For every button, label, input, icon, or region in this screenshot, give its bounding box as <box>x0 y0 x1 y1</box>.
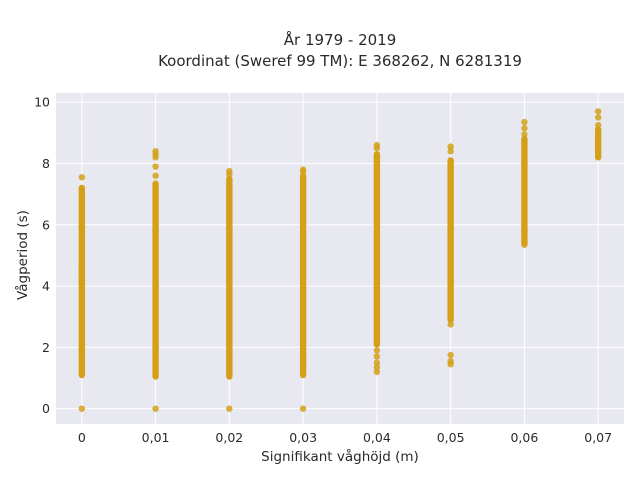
data-point <box>152 172 159 179</box>
point-cluster <box>299 172 307 379</box>
y-tick-label: 2 <box>42 340 50 355</box>
data-point <box>373 144 381 152</box>
point-cluster <box>226 175 233 380</box>
data-points <box>78 108 602 412</box>
data-point <box>373 359 381 366</box>
y-axis-title: Vågperiod (s) <box>14 210 31 300</box>
data-point <box>447 148 454 155</box>
data-point <box>78 273 86 281</box>
data-point <box>521 118 528 126</box>
point-cluster <box>594 126 602 161</box>
x-tick-label: 0,07 <box>584 430 612 445</box>
data-point <box>447 351 454 359</box>
data-point <box>594 108 602 115</box>
data-point <box>447 321 454 328</box>
plot-area <box>56 93 624 424</box>
data-point <box>78 174 86 181</box>
data-point <box>594 114 602 121</box>
y-tick-label: 8 <box>42 156 50 171</box>
data-point <box>299 405 307 412</box>
x-tick-label: 0,05 <box>437 430 465 445</box>
x-tick-label: 0,03 <box>289 430 317 445</box>
y-tick-label: 6 <box>42 217 50 232</box>
data-point <box>226 171 233 178</box>
y-tick-label: 0 <box>42 401 50 416</box>
data-point <box>78 267 86 274</box>
data-point <box>594 121 602 129</box>
data-point <box>152 180 159 187</box>
data-point <box>152 405 159 412</box>
data-point <box>521 125 528 132</box>
data-point <box>373 368 381 376</box>
x-tick-label: 0,01 <box>142 430 170 445</box>
data-point <box>373 364 381 371</box>
data-point <box>373 347 381 354</box>
data-point <box>521 241 528 248</box>
data-point <box>521 131 528 138</box>
y-axis-ticks: 0 2 4 6 8 10 <box>34 95 50 416</box>
y-tick-label: 10 <box>34 95 50 110</box>
data-point <box>152 154 159 161</box>
x-tick-label: 0 <box>78 430 86 445</box>
point-cluster <box>152 181 159 380</box>
x-tick-label: 0,06 <box>510 430 538 445</box>
data-point <box>447 361 454 368</box>
data-point <box>447 143 454 150</box>
x-tick-label: 0,02 <box>215 430 243 445</box>
point-cluster <box>78 184 86 379</box>
point-cluster <box>447 157 454 323</box>
data-point <box>78 405 86 412</box>
chart-subtitle: Koordinat (Sweref 99 TM): E 368262, N 62… <box>158 52 522 70</box>
data-point <box>299 167 307 175</box>
x-tick-label: 0,04 <box>363 430 391 445</box>
x-axis-title: Signifikant våghöjd (m) <box>261 448 419 465</box>
point-cluster <box>373 151 381 348</box>
data-point <box>373 353 381 360</box>
data-point <box>152 163 159 170</box>
chart-title: År 1979 - 2019 <box>284 30 397 49</box>
data-point <box>226 405 233 412</box>
x-axis-ticks: 0 0,01 0,02 0,03 0,04 0,05 0,06 0,07 <box>78 430 612 445</box>
y-tick-label: 4 <box>42 279 50 294</box>
point-cluster <box>521 135 528 247</box>
